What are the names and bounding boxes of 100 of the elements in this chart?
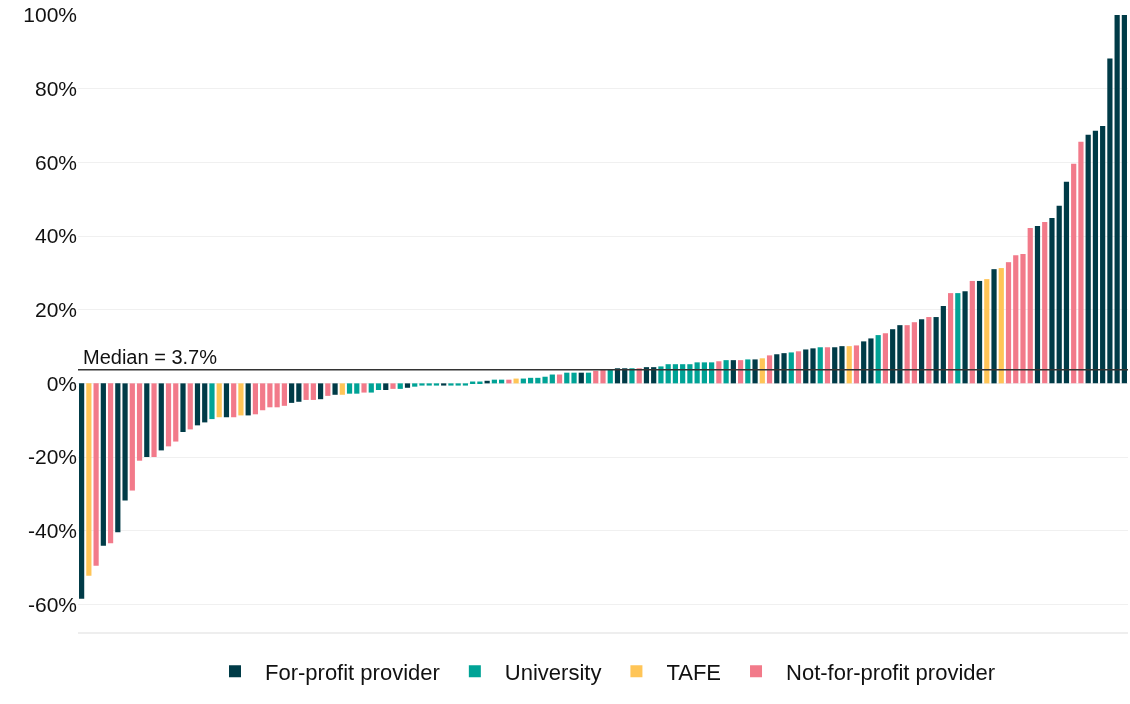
bar bbox=[940, 306, 946, 384]
bar bbox=[260, 383, 266, 411]
bar bbox=[1049, 217, 1055, 384]
bar bbox=[448, 383, 454, 386]
bar bbox=[202, 383, 208, 423]
bar bbox=[289, 383, 295, 403]
bar bbox=[173, 383, 179, 442]
bar bbox=[317, 383, 324, 400]
bar bbox=[165, 383, 172, 447]
bar bbox=[1005, 262, 1012, 384]
bar bbox=[267, 383, 273, 408]
bar bbox=[600, 369, 606, 384]
bar bbox=[861, 341, 867, 384]
bar bbox=[709, 362, 715, 384]
y-tick-label: -20% bbox=[27, 445, 77, 469]
bar bbox=[680, 364, 686, 384]
bar bbox=[723, 360, 729, 384]
bar bbox=[390, 383, 396, 389]
bar bbox=[832, 347, 838, 384]
bar bbox=[868, 338, 874, 384]
bar bbox=[774, 354, 780, 384]
bar bbox=[441, 383, 447, 386]
bar bbox=[100, 383, 106, 546]
bar bbox=[383, 383, 389, 390]
bar bbox=[412, 383, 418, 387]
bar bbox=[325, 383, 331, 396]
bar bbox=[904, 325, 910, 384]
bar bbox=[1027, 227, 1033, 384]
bar bbox=[296, 383, 302, 402]
bar bbox=[962, 291, 968, 384]
bar bbox=[672, 364, 679, 384]
bar bbox=[984, 279, 990, 384]
bar bbox=[1078, 141, 1084, 384]
bar bbox=[151, 383, 157, 458]
bar bbox=[194, 383, 201, 426]
bar bbox=[947, 293, 954, 384]
bar bbox=[766, 355, 773, 384]
bar bbox=[1107, 58, 1113, 384]
bar bbox=[346, 383, 353, 394]
bar bbox=[694, 362, 700, 384]
bar bbox=[86, 383, 92, 576]
bar bbox=[136, 383, 143, 461]
bar bbox=[332, 383, 338, 395]
bar bbox=[846, 346, 852, 384]
bar bbox=[803, 349, 809, 384]
bar bbox=[375, 383, 382, 390]
bar bbox=[759, 358, 765, 384]
bar bbox=[223, 383, 230, 418]
bar bbox=[397, 383, 403, 389]
bar bbox=[991, 269, 997, 384]
ref-line-label: Median = 3.7% bbox=[83, 346, 218, 368]
bar bbox=[462, 383, 469, 386]
bar bbox=[1013, 255, 1019, 384]
bar bbox=[853, 345, 860, 384]
bar bbox=[339, 383, 345, 395]
bar bbox=[781, 353, 787, 384]
bar bbox=[477, 381, 483, 384]
y-tick-label: 60% bbox=[34, 150, 77, 174]
legend-label: For-profit provider bbox=[265, 659, 440, 685]
bar bbox=[976, 280, 983, 384]
y-tick-label: 20% bbox=[34, 298, 77, 322]
bar bbox=[795, 351, 802, 384]
bar bbox=[571, 372, 577, 384]
bar bbox=[187, 383, 193, 430]
bar bbox=[839, 346, 845, 384]
bar bbox=[817, 347, 823, 384]
bar bbox=[933, 317, 939, 384]
bar bbox=[745, 359, 751, 384]
bar bbox=[238, 383, 244, 416]
bar bbox=[969, 280, 975, 384]
bar bbox=[274, 383, 280, 408]
bar bbox=[303, 383, 309, 400]
bar bbox=[180, 383, 186, 432]
bar bbox=[919, 319, 925, 384]
bar bbox=[455, 383, 461, 386]
bar bbox=[701, 362, 707, 384]
bar bbox=[1034, 226, 1041, 384]
bar bbox=[1085, 134, 1091, 384]
bar bbox=[419, 383, 425, 386]
bar bbox=[404, 383, 411, 388]
bar bbox=[824, 347, 831, 384]
bar bbox=[245, 383, 251, 416]
bar bbox=[1020, 254, 1026, 384]
bar bbox=[107, 383, 114, 544]
bar bbox=[788, 352, 794, 384]
bar bbox=[665, 364, 671, 384]
bar bbox=[216, 383, 222, 418]
bar bbox=[368, 383, 374, 393]
bar bbox=[144, 383, 150, 458]
bar bbox=[955, 293, 961, 384]
bar bbox=[890, 329, 896, 384]
bar bbox=[752, 359, 758, 384]
bar bbox=[1063, 181, 1070, 384]
y-tick-label: -60% bbox=[27, 592, 77, 616]
bar bbox=[79, 383, 85, 599]
bar bbox=[1042, 222, 1048, 384]
bar bbox=[158, 383, 164, 451]
bar bbox=[361, 383, 367, 393]
bar bbox=[252, 383, 259, 415]
bar bbox=[209, 383, 215, 420]
